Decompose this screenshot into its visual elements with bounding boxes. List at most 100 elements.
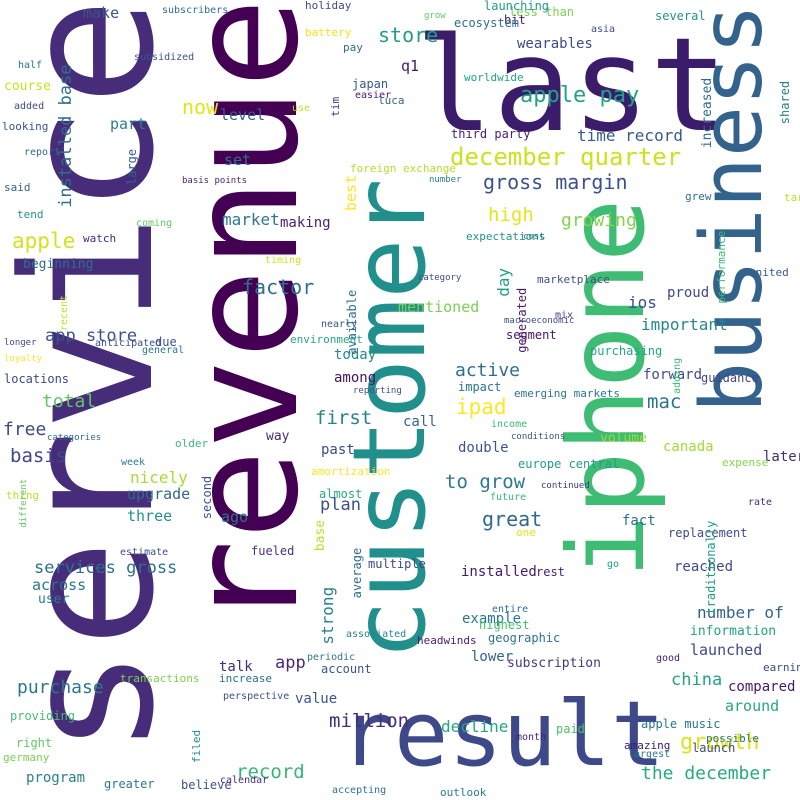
cloud-word: month [516,732,547,743]
cloud-word: forward [643,367,703,383]
cloud-word: great [482,507,543,531]
cloud-word: purchasing [590,344,663,358]
cloud-word: talk [219,659,253,675]
cloud-word: compared [728,679,796,695]
cloud-word: asia [591,24,616,35]
cloud-word: calendar [220,775,269,786]
cloud-word: december quarter [450,143,682,171]
cloud-word: luca [378,94,405,107]
cloud-word: paid [556,722,585,736]
cloud-word: basis points [182,176,248,186]
cloud-word: part [110,115,147,133]
cloud-word: almost [319,487,363,501]
cloud-word: earnings [763,661,800,674]
cloud-word: ipad [456,395,507,419]
cloud-word: value [295,691,338,707]
cloud-word: outlook [440,786,487,799]
cloud-word: perspective [223,691,290,702]
cloud-word: looking [2,120,49,133]
cloud-word: periodic [307,652,356,663]
cloud-word: subscribers [162,5,229,16]
cloud-word: performance [715,230,728,304]
cloud-word: easier [355,90,392,101]
cloud-word: level [220,106,266,124]
cloud-word: added [14,101,45,112]
cloud-word: nearly [321,319,358,330]
cloud-word: traditionally [704,520,718,615]
cloud-word: active [455,360,521,381]
cloud-word: europe central [518,457,620,471]
cloud-word: highest [479,618,530,632]
cloud-word: basis [10,445,68,467]
cloud-word: use [292,103,311,114]
cloud-word: go [607,559,620,570]
cloud-word: day [494,267,513,297]
cloud-word: locations [4,372,70,386]
cloud-word: q1 [401,57,420,75]
cloud-word: million [329,710,410,732]
cloud-word: past [321,442,355,458]
cloud-word: course [4,79,51,94]
cloud-word: volume [600,431,647,446]
cloud-word: mix [555,310,574,321]
cloud-word: app store [45,326,138,346]
cloud-word: double [458,440,509,456]
cloud-word: first [315,407,373,429]
cloud-word: making [280,215,331,231]
cloud-word: anticipated [95,338,162,349]
cloud-word: ecosystem [454,16,520,30]
cloud-word: call [403,414,437,430]
cloud-word: week [121,457,146,468]
cloud-word: half [18,60,43,71]
cloud-word: amortization [311,465,391,478]
cloud-word: decline [441,717,509,736]
cloud-word: filed [190,729,203,763]
cloud-word: fact [622,513,656,529]
cloud-word: expense [722,456,769,469]
cloud-word: important [641,315,728,334]
cloud-word: germany [3,751,50,764]
cloud-word: accepting [332,785,387,796]
cloud-word: category [418,273,462,283]
cloud-word: target [784,191,800,204]
cloud-word: set [224,151,252,169]
cloud-word: good [656,653,681,664]
cloud-word: third party [451,127,531,141]
cloud-word: proud [667,285,710,301]
cloud-word: longer [4,338,37,348]
cloud-word: business [683,3,782,413]
cloud-word: fueled [251,544,295,558]
cloud-word: subsidized [134,52,195,63]
cloud-word: installed [461,564,537,580]
cloud-word: replacement [668,526,748,540]
cloud-word: market [222,210,280,229]
cloud-word: categories [47,433,102,443]
cloud-word: believe [181,778,232,792]
cloud-word: watch [83,232,117,245]
cloud-word: expectations [466,230,546,243]
cloud-word: large [125,148,139,185]
cloud-word: nicely [130,468,188,487]
cloud-word: tend [17,208,44,221]
cloud-word: timing [265,255,302,266]
cloud-word: launched [690,641,763,659]
cloud-word: record [236,761,305,783]
cloud-word: launch [692,741,736,755]
cloud-word: headwinds [417,634,477,647]
cloud-word: high [488,204,534,226]
cloud-word: amazing [624,739,671,752]
cloud-word: best [342,174,360,211]
cloud-word: income [491,419,528,430]
cloud-word: number of [697,603,784,622]
cloud-word: way [266,429,290,444]
cloud-word: around [725,697,780,715]
cloud-word: marketplace [537,273,610,286]
cloud-word: number [429,175,462,185]
cloud-word: less than [509,5,575,19]
cloud-word: ios [628,293,657,312]
cloud-word: geographic [488,631,561,645]
cloud-word: three [127,507,173,525]
cloud-word: foreign exchange [350,162,456,175]
cloud-word: base [313,519,328,552]
